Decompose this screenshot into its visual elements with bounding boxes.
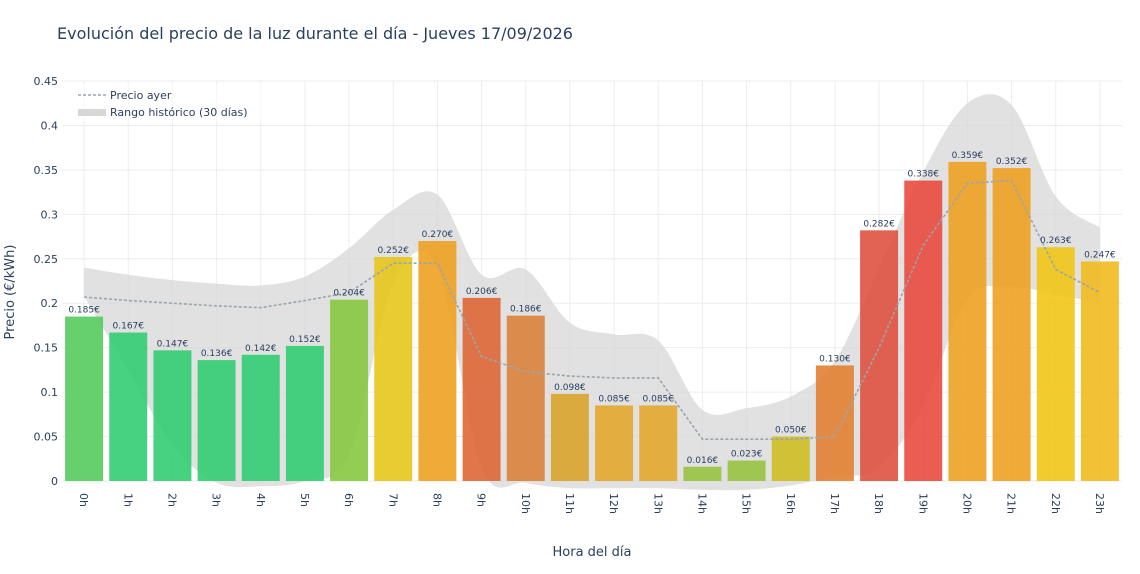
y-tick-label: 0.25 bbox=[34, 253, 59, 266]
x-tick-label-5h: 5h bbox=[298, 493, 311, 507]
bar-label-4h: 0.142€ bbox=[245, 344, 277, 354]
bar-label-9h: 0.206€ bbox=[466, 287, 498, 297]
bar-label-10h: 0.186€ bbox=[510, 305, 542, 315]
x-tick-label-19h: 19h bbox=[916, 493, 929, 514]
bar-label-14h: 0.016€ bbox=[687, 456, 719, 466]
x-tick-label-2h: 2h bbox=[165, 493, 178, 507]
bar-12h[interactable] bbox=[595, 405, 634, 481]
bar-label-6h: 0.204€ bbox=[333, 289, 365, 299]
x-tick-label-7h: 7h bbox=[386, 493, 399, 507]
bar-15h[interactable] bbox=[727, 460, 766, 481]
x-tick-label-13h: 13h bbox=[651, 493, 664, 514]
x-tick-label-14h: 14h bbox=[695, 493, 708, 514]
chart-title: Evolución del precio de la luz durante e… bbox=[57, 24, 573, 43]
x-tick-label-10h: 10h bbox=[519, 493, 532, 514]
bar-14h[interactable] bbox=[683, 466, 722, 481]
bar-20h[interactable] bbox=[948, 161, 987, 481]
y-tick-label: 0.3 bbox=[41, 208, 59, 221]
x-tick-label-1h: 1h bbox=[121, 493, 134, 507]
bar-21h[interactable] bbox=[992, 168, 1031, 481]
bar-6h[interactable] bbox=[330, 299, 369, 481]
bar-7h[interactable] bbox=[374, 257, 413, 481]
legend[interactable]: Precio ayer Rango histórico (30 días) bbox=[72, 84, 264, 122]
y-tick-label: 0.15 bbox=[34, 342, 59, 355]
y-tick-label: 0.45 bbox=[34, 75, 59, 88]
bar-4h[interactable] bbox=[241, 354, 280, 481]
label-layer: 0.185€ 0.167€ 0.147€ 0.136€ 0.142€ 0.152€ 0.20… bbox=[68, 151, 1116, 466]
y-tick-label: 0.1 bbox=[41, 386, 59, 399]
bar-19h[interactable] bbox=[904, 180, 943, 482]
bar-label-1h: 0.167€ bbox=[113, 322, 145, 332]
bar-label-17h: 0.130€ bbox=[819, 354, 851, 364]
bar-23h[interactable] bbox=[1080, 261, 1119, 481]
y-tick-label: 0.05 bbox=[34, 431, 59, 444]
y-tick-label: 0.4 bbox=[41, 119, 59, 132]
x-tick-label-12h: 12h bbox=[607, 493, 620, 514]
bar-18h[interactable] bbox=[860, 230, 899, 481]
historical-range-band bbox=[84, 94, 1100, 491]
bar-label-13h: 0.085€ bbox=[643, 394, 675, 404]
bar-label-21h: 0.352€ bbox=[996, 157, 1028, 167]
x-tick-label-23h: 23h bbox=[1093, 493, 1106, 514]
y-axis-ticks: 0 0.05 0.1 0.15 0.2 0.25 0.3 0.35 0.4 0.45 bbox=[34, 75, 59, 488]
x-tick-label-15h: 15h bbox=[740, 493, 753, 514]
bar-label-18h: 0.282€ bbox=[863, 219, 895, 229]
bar-5h[interactable] bbox=[285, 345, 324, 481]
bar-label-11h: 0.098€ bbox=[554, 383, 586, 393]
bar-layer bbox=[65, 161, 1119, 482]
x-tick-label-0h: 0h bbox=[77, 493, 90, 507]
bar-label-8h: 0.270€ bbox=[422, 230, 454, 240]
x-tick-label-11h: 11h bbox=[563, 493, 576, 514]
legend-entry-precio-ayer: Precio ayer bbox=[110, 89, 172, 102]
line-layer bbox=[84, 179, 1101, 441]
bar-16h[interactable] bbox=[771, 436, 810, 481]
bar-label-12h: 0.085€ bbox=[598, 394, 630, 404]
x-tick-label-20h: 20h bbox=[960, 493, 973, 514]
x-tick-label-8h: 8h bbox=[430, 493, 443, 507]
bar-13h[interactable] bbox=[639, 405, 678, 481]
bar-label-0h: 0.185€ bbox=[68, 306, 100, 316]
x-axis-title: Hora del día bbox=[553, 545, 632, 560]
bar-label-7h: 0.252€ bbox=[378, 246, 410, 256]
bar-22h[interactable] bbox=[1036, 247, 1075, 481]
y-axis-title: Precio (€/kWh) bbox=[3, 245, 18, 340]
bar-label-19h: 0.338€ bbox=[908, 170, 940, 180]
x-tick-label-17h: 17h bbox=[828, 493, 841, 514]
bar-label-15h: 0.023€ bbox=[731, 450, 763, 460]
bar-label-23h: 0.247€ bbox=[1084, 250, 1116, 260]
y-tick-label: 0.35 bbox=[34, 164, 59, 177]
bar-label-22h: 0.263€ bbox=[1040, 236, 1072, 246]
bar-3h[interactable] bbox=[197, 360, 236, 481]
x-tick-label-6h: 6h bbox=[342, 493, 355, 507]
bar-label-20h: 0.359€ bbox=[952, 151, 984, 161]
bar-9h[interactable] bbox=[462, 297, 501, 481]
yesterday-price-line bbox=[84, 179, 1101, 441]
bar-0h[interactable] bbox=[65, 316, 104, 481]
bar-2h[interactable] bbox=[153, 350, 192, 481]
y-tick-label: 0.2 bbox=[41, 297, 59, 310]
bar-8h[interactable] bbox=[418, 241, 457, 481]
x-tick-label-21h: 21h bbox=[1005, 493, 1018, 514]
bar-11h[interactable] bbox=[550, 393, 589, 481]
band-layer bbox=[84, 94, 1100, 491]
y-tick-label: 0 bbox=[51, 475, 58, 488]
bar-label-3h: 0.136€ bbox=[201, 349, 233, 359]
x-tick-label-22h: 22h bbox=[1049, 493, 1062, 514]
bar-label-16h: 0.050€ bbox=[775, 426, 807, 436]
x-tick-label-16h: 16h bbox=[784, 493, 797, 514]
x-tick-label-18h: 18h bbox=[872, 493, 885, 514]
bar-10h[interactable] bbox=[506, 315, 545, 481]
bar-1h[interactable] bbox=[109, 332, 148, 481]
x-tick-label-9h: 9h bbox=[475, 493, 488, 507]
x-tick-label-3h: 3h bbox=[210, 493, 223, 507]
legend-band-swatch bbox=[78, 109, 106, 116]
bar-17h[interactable] bbox=[815, 365, 854, 481]
bar-label-2h: 0.147€ bbox=[157, 339, 189, 349]
legend-entry-rango-historico: Rango histórico (30 días) bbox=[110, 106, 248, 119]
x-tick-label-4h: 4h bbox=[254, 493, 267, 507]
x-axis-ticks: 0h 1h 2h 3h 4h 5h 6h 7h 8h 9h 10h 11h 12h 13h 14h 15h 16… bbox=[77, 493, 1106, 514]
bar-label-5h: 0.152€ bbox=[289, 335, 321, 345]
